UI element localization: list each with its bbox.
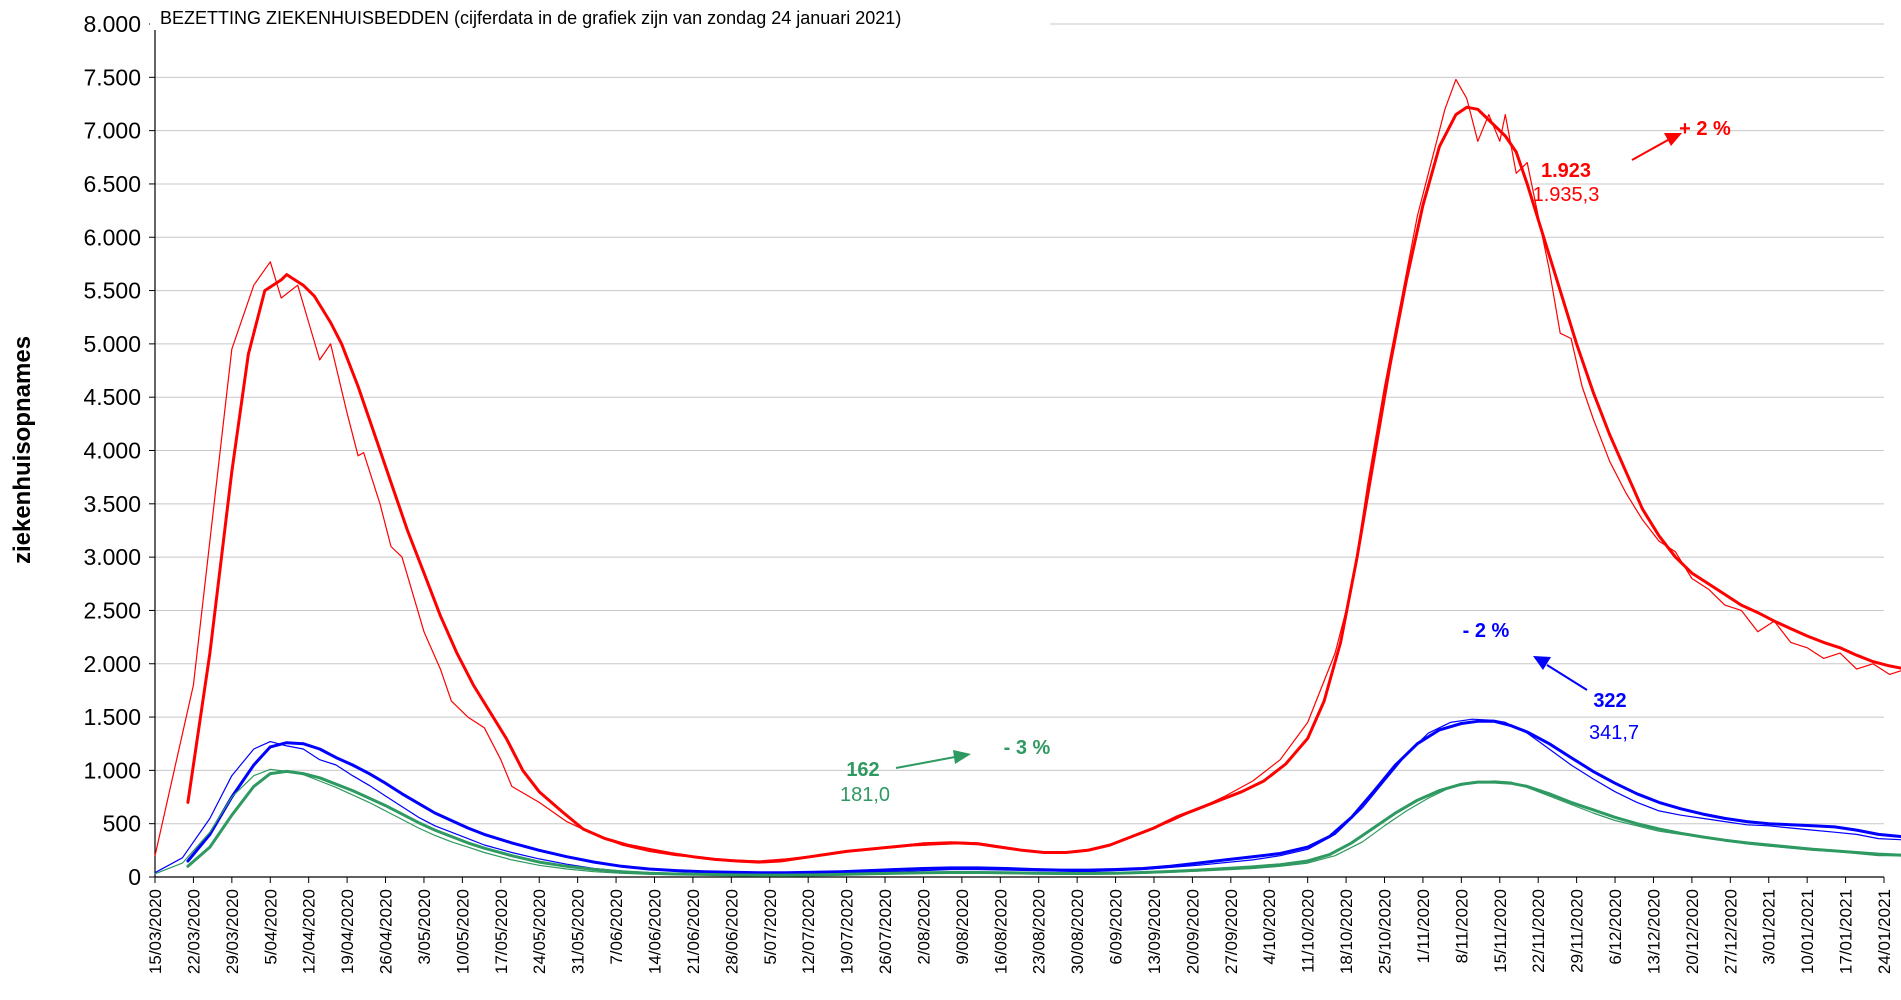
x-tick-label: 12/04/2020 <box>300 889 319 974</box>
x-tick-label: 24/05/2020 <box>530 889 549 974</box>
y-tick-label: 500 <box>103 811 141 837</box>
blue-percent-change: - 2 % <box>1463 620 1510 642</box>
x-tick-label: 26/04/2020 <box>377 889 396 974</box>
x-tick-label: 13/09/2020 <box>1145 889 1164 974</box>
x-tick-label: 16/08/2020 <box>991 889 1010 974</box>
series-line-3-avg <box>186 719 1901 875</box>
x-tick-label: 6/12/2020 <box>1606 889 1625 965</box>
y-tick-label: 6.000 <box>83 224 141 250</box>
y-tick-label: 2.500 <box>83 597 141 623</box>
x-tick-label: 30/08/2020 <box>1068 889 1087 974</box>
x-tick-label: 15/11/2020 <box>1491 889 1510 973</box>
x-tick-label: 19/07/2020 <box>838 889 857 974</box>
x-tick-label: 14/06/2020 <box>645 889 664 974</box>
x-tick-label: 12/07/2020 <box>799 889 818 974</box>
x-tick-label: 10/05/2020 <box>453 889 472 974</box>
red-arrow-shaft <box>1631 139 1669 161</box>
x-tick-label: 21/06/2020 <box>684 889 703 974</box>
series-lines <box>154 78 1901 877</box>
x-tick-label: 3/01/2021 <box>1760 889 1779 965</box>
blue-arrow-head <box>1533 656 1551 670</box>
y-axis-ticks: 0 500 1.000 1.500 2.000 2.500 3.000 3.500 4.000 4… <box>83 11 155 890</box>
x-tick-label: 29/03/2020 <box>223 889 242 974</box>
y-tick-label: 4.500 <box>83 384 141 410</box>
x-tick-label: 17/05/2020 <box>492 889 511 974</box>
x-tick-label: 22/11/2020 <box>1529 889 1548 973</box>
x-tick-label: 25/10/2020 <box>1376 889 1395 974</box>
x-tick-label: 3/05/2020 <box>415 889 434 965</box>
x-tick-label: 26/07/2020 <box>876 889 895 974</box>
blue-arrow-shaft <box>1546 664 1588 691</box>
x-tick-label: 20/09/2020 <box>1183 889 1202 974</box>
x-tick-label: 27/12/2020 <box>1721 889 1740 974</box>
y-axis-label: ziekenhuisopnames <box>9 336 36 564</box>
y-tick-label: 0 <box>128 864 141 890</box>
x-tick-label: 13/12/2020 <box>1644 889 1663 974</box>
y-tick-label: 5.500 <box>83 278 141 304</box>
red-average-value: 1.935,3 <box>1533 184 1600 206</box>
y-tick-label: 2.000 <box>83 651 141 677</box>
x-tick-label: 24/01/2021 <box>1875 889 1894 974</box>
green-arrow-head <box>953 750 971 764</box>
x-tick-label: 6/09/2020 <box>1107 889 1126 965</box>
blue-average-value: 341,7 <box>1589 722 1639 744</box>
x-tick-label: 9/08/2020 <box>953 889 972 965</box>
red-percent-change: + 2 % <box>1679 118 1731 140</box>
y-tick-label: 5.000 <box>83 331 141 357</box>
red-arrow-head <box>1664 133 1682 146</box>
red-latest-value: 1.923 <box>1541 160 1591 182</box>
x-tick-label: 17/01/2021 <box>1837 889 1856 974</box>
gridlines <box>155 23 1884 825</box>
x-tick-label: 2/08/2020 <box>914 889 933 965</box>
x-tick-label: 8/11/2020 <box>1452 889 1471 963</box>
y-tick-label: 4.000 <box>83 438 141 464</box>
x-tick-label: 23/08/2020 <box>1030 889 1049 974</box>
x-tick-label: 22/03/2020 <box>184 889 203 974</box>
y-tick-label: 7.500 <box>83 64 141 90</box>
y-tick-label: 6.500 <box>83 171 141 197</box>
y-tick-label: 3.500 <box>83 491 141 517</box>
x-tick-label: 7/06/2020 <box>607 889 626 965</box>
green-percent-change: - 3 % <box>1004 737 1051 759</box>
y-tick-label: 1.000 <box>83 757 141 783</box>
x-tick-label: 10/01/2021 <box>1798 889 1817 974</box>
y-tick-label: 8.000 <box>83 11 141 37</box>
x-tick-label: 11/10/2020 <box>1299 889 1318 973</box>
green-average-value: 181,0 <box>840 784 890 806</box>
chart-title: BEZETTING ZIEKENHUISBEDDEN (cijferdata i… <box>160 8 901 28</box>
x-tick-label: 27/09/2020 <box>1222 889 1241 974</box>
x-axis-ticks: 15/03/2020 22/03/2020 29/03/2020 5/04/2020 1… <box>146 877 1894 974</box>
y-tick-label: 3.000 <box>83 544 141 570</box>
blue-latest-value: 322 <box>1593 690 1626 712</box>
series-line-1-avg <box>186 105 1901 864</box>
green-arrow-shaft <box>895 756 956 769</box>
x-tick-label: 19/04/2020 <box>338 889 357 974</box>
x-tick-label: 4/10/2020 <box>1260 889 1279 965</box>
green-latest-value: 162 <box>846 759 879 781</box>
x-tick-label: 28/06/2020 <box>722 889 741 974</box>
x-tick-label: 5/04/2020 <box>261 889 280 965</box>
x-tick-label: 15/03/2020 <box>146 889 165 974</box>
series-line-5-avg <box>186 769 1901 877</box>
title-background <box>150 6 1050 30</box>
x-tick-label: 31/05/2020 <box>569 889 588 974</box>
series-line-0-daily <box>154 78 1901 862</box>
x-tick-label: 5/07/2020 <box>761 889 780 965</box>
y-tick-label: 1.500 <box>83 704 141 730</box>
x-tick-label: 18/10/2020 <box>1337 889 1356 974</box>
y-tick-label: 7.000 <box>83 118 141 144</box>
x-tick-label: 29/11/2020 <box>1568 889 1587 973</box>
x-tick-label: 1/11/2020 <box>1414 889 1433 963</box>
x-tick-label: 20/12/2020 <box>1683 889 1702 974</box>
